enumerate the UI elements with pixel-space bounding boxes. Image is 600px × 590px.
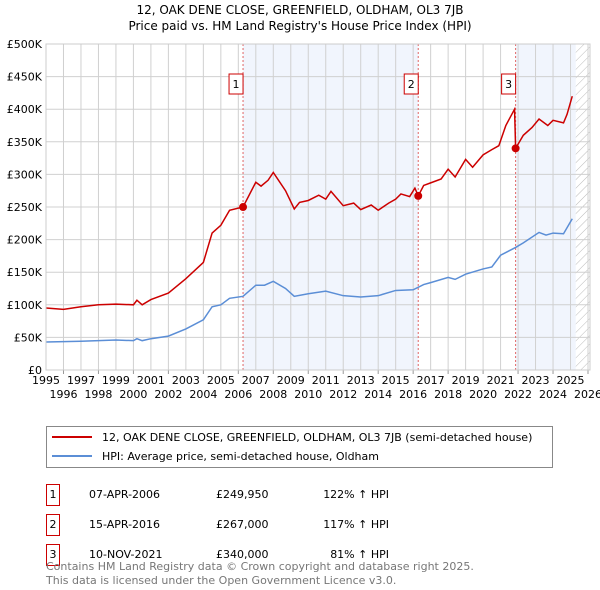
sale-point (239, 203, 248, 212)
marker-badge: 1 (46, 484, 60, 506)
sale-point (414, 191, 423, 200)
x-tick-label: 2024 (539, 388, 567, 401)
x-tick-label: 2020 (469, 388, 497, 401)
x-tick-label: 2004 (189, 388, 217, 401)
legend-label: HPI: Average price, semi-detached house,… (102, 449, 379, 463)
price-chart: 1995199619971998199920002001200220032004… (7, 38, 600, 401)
x-tick-label: 1998 (84, 388, 112, 401)
transaction-row: 3 10-NOV-2021 £340,000 81% ↑ HPI (46, 544, 466, 566)
x-tick-label: 2000 (119, 388, 147, 401)
x-tick-label: 2018 (434, 388, 462, 401)
y-tick-label: £50K (14, 331, 43, 344)
legend-swatch (52, 436, 92, 438)
transaction-price: £340,000 (216, 548, 269, 561)
x-tick-label: 2016 (399, 388, 427, 401)
x-tick-label: 2006 (224, 388, 252, 401)
legend-label: 12, OAK DENE CLOSE, GREENFIELD, OLDHAM, … (102, 430, 533, 444)
x-tick-label: 2012 (329, 388, 357, 401)
x-tick-label: 1995 (32, 374, 60, 387)
x-tick-label: 2009 (277, 374, 305, 387)
x-tick-label: 2021 (487, 374, 515, 387)
chart-subtitle: Price paid vs. HM Land Registry's House … (128, 19, 472, 33)
x-tick-label: 2019 (452, 374, 480, 387)
legend-item-property: 12, OAK DENE CLOSE, GREENFIELD, OLDHAM, … (47, 429, 532, 445)
x-tick-label: 2010 (294, 388, 322, 401)
transaction-hpi: 122% ↑ HPI (323, 488, 389, 501)
sale-badge-label: 3 (505, 78, 512, 91)
footer-line: Contains HM Land Registry data © Crown c… (46, 560, 474, 573)
x-tick-label: 2011 (312, 374, 340, 387)
transaction-date: 07-APR-2006 (89, 488, 161, 501)
y-tick-label: £450K (7, 71, 43, 84)
y-tick-label: £300K (7, 168, 43, 181)
chart-title: 12, OAK DENE CLOSE, GREENFIELD, OLDHAM, … (136, 3, 464, 17)
transaction-hpi: 117% ↑ HPI (323, 518, 389, 531)
x-tick-label: 1999 (102, 374, 130, 387)
y-tick-label: £500K (7, 38, 43, 51)
transaction-row: 1 07-APR-2006 £249,950 122% ↑ HPI (46, 484, 466, 506)
x-tick-label: 2003 (172, 374, 200, 387)
legend-swatch (52, 455, 92, 457)
x-tick-label: 2002 (154, 388, 182, 401)
x-tick-label: 1996 (49, 388, 77, 401)
y-tick-label: £250K (7, 201, 43, 214)
sale-badge (403, 73, 419, 95)
x-tick-label: 2008 (259, 388, 287, 401)
transaction-hpi: 81% ↑ HPI (330, 548, 389, 561)
series-line (45, 218, 573, 343)
transaction-date: 10-NOV-2021 (89, 548, 163, 561)
x-tick-label: 2007 (242, 374, 270, 387)
x-tick-label: 1997 (67, 374, 95, 387)
series-line (45, 95, 573, 311)
transaction-date: 15-APR-2016 (89, 518, 161, 531)
plot-border (45, 43, 591, 371)
x-tick-label: 2014 (364, 388, 392, 401)
marker-badge: 2 (46, 514, 60, 536)
legend-item-hpi: HPI: Average price, semi-detached house,… (47, 448, 379, 464)
x-tick-label: 2015 (382, 374, 410, 387)
legend: 12, OAK DENE CLOSE, GREENFIELD, OLDHAM, … (46, 426, 553, 468)
sale-badge-label: 1 (233, 78, 240, 91)
x-tick-label: 2025 (557, 374, 585, 387)
transaction-price: £267,000 (216, 518, 269, 531)
y-tick-label: £0 (28, 364, 42, 377)
x-tick-label: 2017 (417, 374, 445, 387)
marker-badge: 3 (46, 544, 60, 566)
y-tick-label: £400K (7, 103, 43, 116)
sale-badge-label: 2 (408, 78, 415, 91)
transaction-price: £249,950 (216, 488, 269, 501)
y-tick-label: £100K (7, 299, 43, 312)
y-tick-label: £350K (7, 136, 43, 149)
x-tick-label: 2022 (504, 388, 532, 401)
sale-point (511, 144, 520, 153)
footer: Contains HM Land Registry data © Crown c… (46, 560, 474, 588)
sale-badge (228, 73, 244, 95)
y-tick-label: £150K (7, 266, 43, 279)
transaction-row: 2 15-APR-2016 £267,000 117% ↑ HPI (46, 514, 466, 536)
x-tick-label: 2013 (347, 374, 375, 387)
y-tick-label: £200K (7, 234, 43, 247)
x-tick-label: 2001 (137, 374, 165, 387)
x-tick-label: 2023 (522, 374, 550, 387)
footer-line: This data is licensed under the Open Gov… (46, 574, 397, 587)
x-tick-label: 2005 (207, 374, 235, 387)
x-tick-label: 2026 (574, 388, 600, 401)
sale-badge (501, 73, 517, 95)
